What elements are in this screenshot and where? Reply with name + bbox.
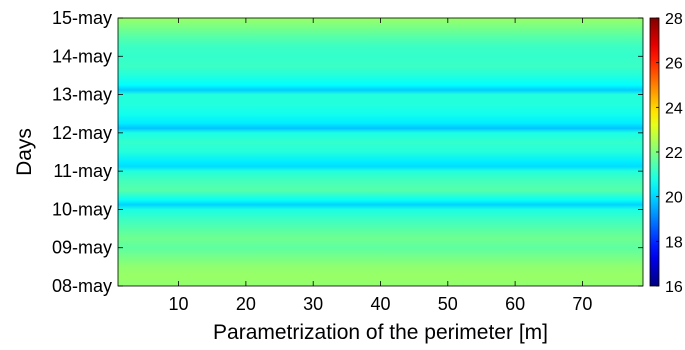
y-tick-label: 10-may	[52, 199, 112, 219]
y-axis-ticks: 08-may 09-may 10-may 11-may 12-may 13-may 14-m…	[52, 8, 643, 296]
colorbar-tick-label: 28	[665, 11, 683, 28]
heatmap-field	[118, 18, 643, 286]
y-tick-label: 08-may	[52, 276, 112, 296]
y-tick-label: 12-may	[52, 123, 112, 143]
x-tick-label: 20	[236, 294, 256, 314]
y-tick-label: 09-may	[52, 238, 112, 258]
x-tick-label: 60	[505, 294, 525, 314]
colorbar-tick-label: 24	[665, 100, 683, 117]
x-tick-label: 70	[572, 294, 592, 314]
plot-area	[117, 17, 644, 287]
colorbar-tick-label: 22	[665, 145, 683, 162]
y-tick-label: 14-may	[52, 46, 112, 66]
x-tick-label: 10	[169, 294, 189, 314]
colorbar-tick-label: 16	[665, 279, 683, 296]
colorbar: 16 18 20 22 24 26 28	[649, 11, 683, 296]
colorbar-tick-label: 20	[665, 190, 683, 207]
x-tick-label: 50	[438, 294, 458, 314]
colorbar-tick-label: 26	[665, 56, 683, 73]
colorbar-ticks: 16 18 20 22 24 26 28	[656, 11, 683, 296]
x-tick-label: 30	[303, 294, 323, 314]
y-axis-label: Days	[13, 128, 36, 176]
y-tick-label: 11-may	[53, 161, 112, 181]
y-tick-label: 13-may	[52, 85, 112, 105]
y-tick-label: 15-may	[52, 8, 112, 28]
x-axis-ticks: 10 20 30 40 50 60 70	[169, 18, 592, 314]
colorbar-tick-label: 18	[665, 234, 683, 251]
x-axis-label: Parametrization of the perimeter [m]	[213, 321, 548, 344]
x-tick-label: 40	[370, 294, 390, 314]
